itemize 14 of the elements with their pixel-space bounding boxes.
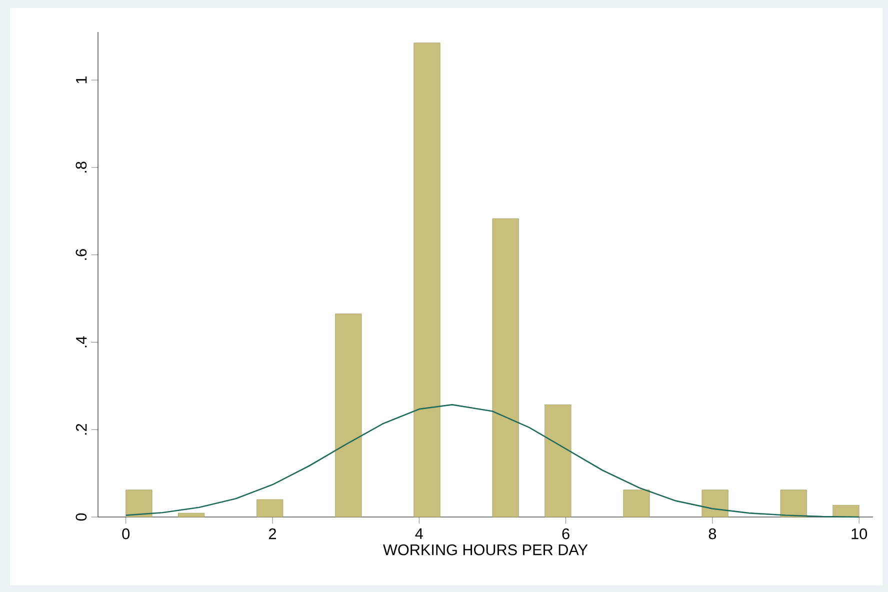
y-tick-label: 1 — [76, 76, 87, 84]
y-tick-label: .6 — [76, 249, 87, 260]
x-tick-label: 6 — [562, 528, 570, 540]
y-tick-label: .2 — [76, 424, 87, 435]
y-tick-label: .8 — [76, 162, 87, 172]
x-tick-label: 10 — [852, 528, 868, 540]
x-tick-label: 4 — [415, 528, 423, 539]
line-series — [125, 404, 860, 518]
y-tick-label: 0 — [76, 513, 87, 521]
x-tick-label: 2 — [269, 528, 276, 540]
x-tick-label: 8 — [708, 528, 716, 540]
x-axis-title: WORKING HOURS PER DAY — [383, 544, 588, 556]
y-tick-label: .4 — [76, 336, 87, 348]
x-tick-label: 0 — [122, 528, 130, 540]
